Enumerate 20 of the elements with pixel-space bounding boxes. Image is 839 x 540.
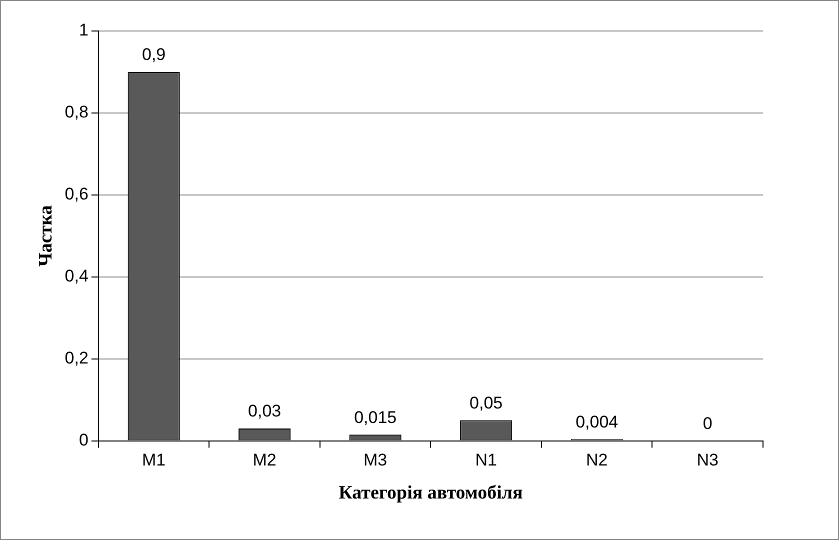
y-axis-title: Частка [35, 204, 56, 267]
data-label: 0,004 [576, 412, 618, 432]
x-axis-title: Категорія автомобіля [338, 482, 523, 504]
y-tick-label: 0,6 [64, 184, 88, 204]
data-label: 0 [702, 414, 712, 433]
y-tick-label: 0,4 [64, 266, 88, 286]
y-tick-label: 0,2 [64, 348, 88, 368]
data-label: 0,015 [354, 408, 397, 427]
x-tick-label: M3 [364, 450, 388, 470]
x-tick-label: M2 [252, 450, 276, 470]
x-tick-label: N3 [696, 450, 718, 470]
y-tick-label: 0 [78, 430, 88, 450]
x-tick-label: N1 [475, 450, 497, 470]
y-tick-label: 1 [78, 20, 88, 40]
data-label: 0,05 [470, 393, 503, 412]
x-tick-label: N2 [586, 450, 608, 470]
x-tick-label: M1 [142, 450, 166, 470]
data-label: 0,9 [142, 45, 166, 64]
data-label: 0,03 [248, 402, 282, 421]
y-tick-label: 0,8 [64, 102, 88, 122]
